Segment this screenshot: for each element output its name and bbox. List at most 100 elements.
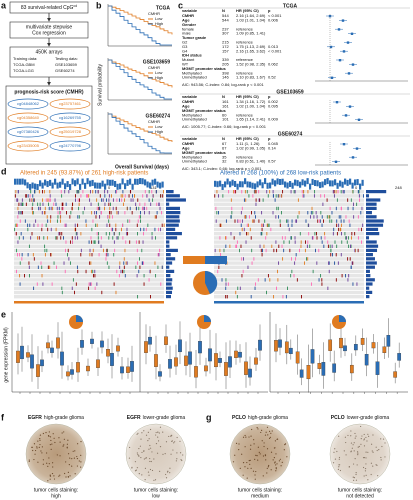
top-bar: [326, 178, 329, 185]
alteration: [321, 278, 323, 282]
inset-bar: [205, 256, 227, 264]
top-bar: [234, 181, 237, 188]
alteration: [100, 244, 102, 248]
table-cell: 215: [222, 39, 229, 44]
top-bar: [111, 179, 114, 186]
cell-dot: [352, 444, 354, 446]
alteration: [33, 257, 35, 261]
table-header: variable: [182, 94, 198, 99]
cell-dot: [149, 444, 151, 447]
top-bar: [214, 180, 217, 187]
cell-dot: [141, 432, 143, 434]
cell-dot: [174, 441, 176, 443]
top-bar: [231, 179, 234, 186]
row-bar: [366, 215, 377, 219]
alteration: [115, 227, 117, 232]
range-label: 0: [355, 185, 358, 190]
top-bar: [346, 179, 349, 186]
alteration: [361, 206, 363, 211]
top-bar: [269, 182, 272, 189]
alteration: [261, 253, 263, 257]
table-cell: 1.02 (0.99, 1.05): [236, 145, 266, 150]
flow-text: Cox regression: [32, 30, 66, 36]
alteration: [39, 202, 41, 206]
cell-dot: [157, 436, 159, 438]
alteration: [331, 244, 333, 248]
cell-dot: [254, 474, 256, 476]
alteration: [329, 244, 331, 248]
cell-dot: [367, 451, 369, 453]
alteration: [305, 219, 307, 223]
alteration: [139, 257, 140, 261]
alteration: [254, 190, 256, 194]
alteration: [152, 198, 154, 202]
cell-dot: [169, 472, 171, 474]
cell-dot: [367, 479, 369, 481]
cell-dot: [360, 425, 362, 428]
cell-dot: [333, 451, 335, 453]
alteration: [269, 190, 271, 194]
flow-text: 83 survival-related CpGcd: [21, 4, 77, 11]
cell-dot: [138, 447, 140, 450]
alteration: [237, 219, 239, 223]
alteration: [324, 194, 325, 198]
x-axis-label: Overall Survival (days): [115, 164, 169, 170]
row-bar: [166, 223, 179, 227]
cell-dot: [131, 467, 133, 469]
alteration: [112, 236, 114, 240]
y-axis-label: Survival probability: [97, 64, 103, 106]
alteration: [158, 202, 160, 206]
alteration: [24, 219, 26, 223]
alteration: [126, 232, 128, 236]
alteration: [344, 232, 346, 236]
alteration: [142, 194, 144, 198]
probe-ellipse: [49, 98, 91, 110]
alteration: [96, 211, 97, 215]
alteration: [244, 190, 246, 194]
alteration: [260, 232, 262, 236]
km-curve-high: [108, 5, 172, 46]
alteration: [31, 198, 33, 202]
cell-dot: [270, 432, 272, 434]
alteration: [258, 198, 260, 202]
alteration: [255, 282, 256, 286]
cell-dot: [36, 447, 38, 449]
panel-b: b Survival probability Overall Survival …: [96, 0, 173, 170]
panel-label: d: [1, 166, 7, 176]
alteration: [37, 202, 39, 206]
alteration: [157, 265, 159, 269]
cell-dot: [272, 459, 274, 461]
alteration: [218, 211, 219, 215]
alteration: [46, 248, 48, 253]
alteration: [138, 215, 140, 219]
cell-dot: [364, 467, 367, 470]
cell-dot: [348, 466, 350, 468]
alteration: [17, 253, 18, 257]
row-bg: [14, 190, 164, 194]
alteration: [362, 223, 364, 227]
row-bg: [214, 219, 364, 223]
cell-dot: [232, 461, 235, 463]
cell-dot: [345, 454, 347, 456]
top-bar: [221, 183, 224, 190]
alteration: [277, 278, 279, 282]
alteration: [349, 257, 351, 261]
alteration: [18, 236, 20, 240]
alteration: [90, 269, 92, 274]
cell-dot: [159, 470, 161, 472]
top-bar: [244, 178, 247, 185]
alteration: [321, 223, 323, 227]
alteration: [46, 215, 48, 219]
box: [90, 338, 94, 344]
cell-dot: [162, 453, 164, 455]
cell-dot: [350, 435, 352, 437]
alteration: [235, 190, 237, 194]
alteration: [55, 202, 57, 206]
hr-point: [341, 19, 345, 22]
box: [66, 371, 70, 377]
cell-dot: [345, 441, 347, 444]
image-caption: tumor cells staining:: [338, 487, 382, 493]
alteration: [348, 219, 350, 223]
cell-dot: [66, 447, 68, 449]
